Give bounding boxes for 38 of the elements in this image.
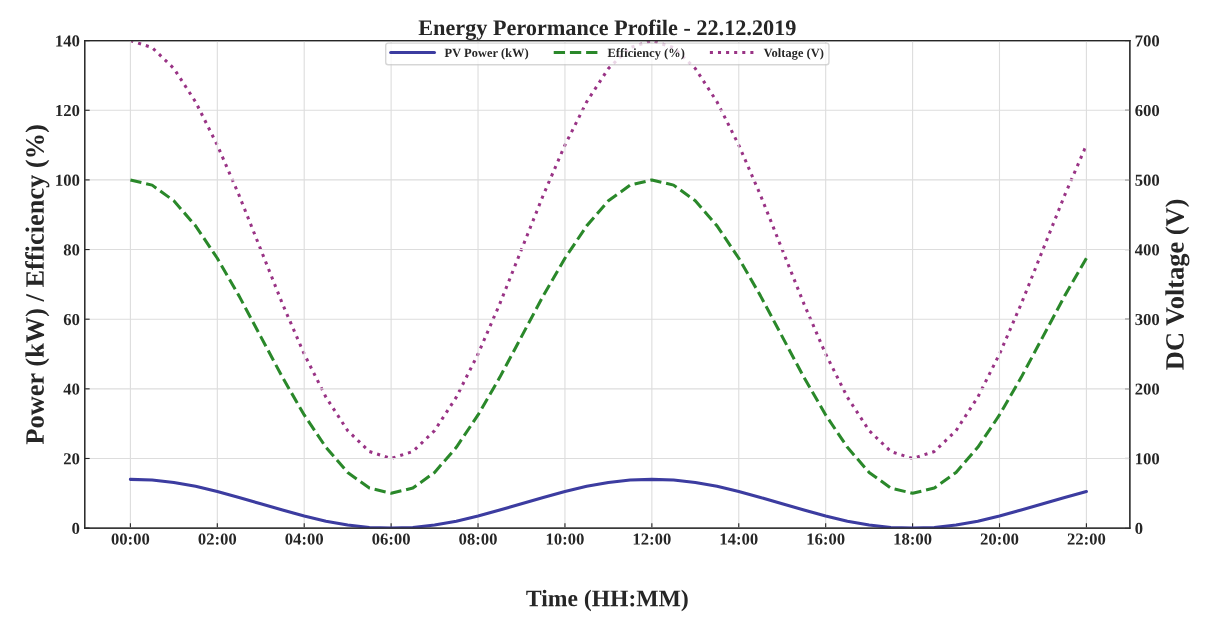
y-axis-title: Power (kW) / Efficiency (%) [25, 125, 50, 445]
y2-tick-label: 100 [1136, 453, 1160, 465]
line-series [128, 178, 1088, 495]
y-tick-label: 0 [72, 522, 80, 535]
x-axis-title: Time (HH:MM) [526, 589, 688, 612]
y-tick-label: 80 [63, 244, 80, 256]
legend-label: Efficiency (%) [607, 48, 685, 60]
x-tick-label: 04:00 [285, 533, 324, 545]
x-tick-label: 22:00 [1067, 533, 1106, 545]
x-tick-label: 16:00 [807, 533, 845, 545]
chart-title: Energy Perormance Profile - 22.12.2019 [418, 19, 796, 40]
legend-label: PV Power (kW) [444, 48, 529, 60]
legend-label: Voltage (V) [763, 48, 824, 60]
y-tick-label: 140 [56, 35, 80, 47]
y-tick-label: 20 [63, 453, 80, 465]
y2-tick-label: 400 [1134, 244, 1160, 256]
y-tick-label: 100 [56, 174, 80, 186]
y2-tick-label: 700 [1135, 35, 1160, 47]
x-tick-label: 20:00 [980, 533, 1019, 545]
x-tick-label: 08:00 [459, 533, 497, 545]
y-tick-label: 40 [63, 383, 80, 395]
x-tick-label: 00:00 [111, 533, 150, 545]
line-series [128, 40, 1088, 461]
y2-tick-label: 0 [1135, 522, 1143, 535]
x-tick-label: 12:00 [633, 533, 671, 545]
y-tick-label: 120 [56, 104, 80, 117]
x-tick-label: 18:00 [894, 533, 932, 545]
y2-tick-label: 600 [1135, 104, 1160, 117]
y2-tick-label: 300 [1135, 313, 1160, 326]
x-tick-label: 10:00 [546, 533, 584, 545]
line-series [128, 477, 1088, 529]
y2-tick-label: 200 [1135, 383, 1160, 395]
y2-tick-label: 500 [1135, 174, 1160, 186]
x-tick-label: 14:00 [720, 533, 758, 545]
x-tick-label: 02:00 [198, 533, 237, 545]
y2-axis-title: DC Voltage (V) [1165, 199, 1190, 370]
y-tick-label: 60 [63, 313, 80, 326]
x-tick-label: 06:00 [372, 533, 410, 545]
